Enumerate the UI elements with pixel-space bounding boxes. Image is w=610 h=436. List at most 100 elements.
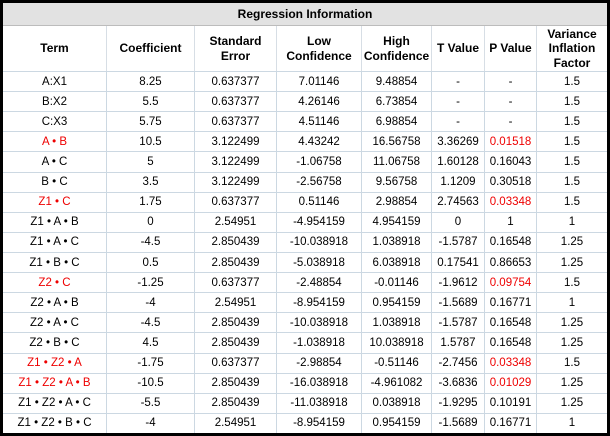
high-confidence-cell: 6.73854 [362,92,432,112]
table-header-row: Term Coefficient Standard Error Low Conf… [3,26,607,72]
p-value-cell: 0.16771 [485,413,537,433]
low-confidence-cell: -10.038918 [277,232,362,252]
vif-cell: 1.5 [564,196,580,209]
vif-cell: 1.5 [564,115,580,128]
t-value-cell: -1.5689 [432,293,485,313]
high-confidence-cell: 0.038918 [362,393,432,413]
t-value-cell: -1.5787 [432,232,485,252]
p-value-cell: - [485,72,537,92]
t-value-cell: -3.6836 [432,373,485,393]
table-row: Z2 • A • C -4.5 2.850439 -10.038918 1.038918… [3,313,607,334]
t-value-cell: 1.5787 [432,333,485,353]
coefficient-cell: 8.25 [107,72,195,92]
p-value-cell: 0.16548 [485,313,537,333]
vif-cell: 1.25 [560,316,584,329]
t-value-cell: -1.9612 [432,273,485,293]
table-row: Z1 • Z2 • A • C -5.5 2.850439 -11.038918 0.0… [3,393,607,414]
coefficient-cell: -4.5 [107,232,195,252]
coefficient-cell: -10.5 [107,373,195,393]
low-confidence-cell: -1.038918 [277,333,362,353]
coefficient-cell: 5 [107,152,195,172]
t-value-cell: -1.5787 [432,313,485,333]
high-confidence-cell: -0.01146 [362,273,432,293]
table-row: C:X3 5.75 0.637377 4.51146 6.98854- -1.5 [3,112,607,133]
high-confidence-cell: 6.98854 [362,112,432,132]
std-error-cell: 3.122499 [195,152,277,172]
low-confidence-cell: 4.43242 [277,132,362,152]
p-value-cell: 0.86653 [485,252,537,273]
term-cell: Z2 • A • B [3,293,107,313]
vif-cell: 1.25 [560,397,584,410]
column-header-coefficient: Coefficient [107,26,195,71]
std-error-cell: 2.850439 [195,252,277,273]
std-error-cell: 2.54951 [195,413,277,433]
coefficient-cell: 10.5 [107,132,195,152]
term-cell: Z2 • A • C [3,313,107,333]
coefficient-cell: 3.5 [107,172,195,192]
vif-cell: 1.5 [564,276,580,289]
term-cell: B • C [3,172,107,192]
low-confidence-cell: -1.06758 [277,152,362,172]
column-header-p-value: P Value [485,26,537,71]
vif-cell: 1.5 [564,357,580,370]
high-confidence-cell: 16.56758 [362,132,432,152]
low-confidence-cell: -4.954159 [277,212,362,232]
p-value-cell: 0.30518 [485,172,537,192]
table-row: A • B 10.5 3.122499 4.43242 16.56758 3.36269 0… [3,132,607,153]
low-confidence-cell: -2.56758 [277,172,362,192]
high-confidence-cell: 1.038918 [362,313,432,333]
table-row: Z2 • B • C 4.5 2.850439 -1.038918 10.038918 1… [3,333,607,354]
low-confidence-cell: -10.038918 [277,313,362,333]
term-cell: Z1 • Z2 • A [3,353,107,373]
term-cell: Z1 • A • B [3,212,107,232]
term-cell: Z1 • A • C [3,232,107,252]
p-value-cell: 0.16771 [485,293,537,313]
coefficient-cell: 5.5 [107,92,195,112]
term-cell: Z2 • C [3,273,107,293]
high-confidence-cell: 4.954159 [362,212,432,232]
vif-cell: 1.5 [564,95,580,108]
high-confidence-cell: 11.06758 [362,152,432,172]
t-value-cell: - [432,112,485,132]
term-cell: A • C [3,152,107,172]
column-header-term: Term [3,26,107,71]
low-confidence-cell: -5.038918 [277,252,362,273]
t-value-cell: -2.7456 [432,353,485,373]
p-value-cell: 0.03348 [485,192,537,212]
term-cell: Z2 • B • C [3,333,107,353]
high-confidence-cell: 9.48854 [362,72,432,92]
coefficient-cell: 0 [107,212,195,232]
std-error-cell: 2.850439 [195,393,277,413]
coefficient-cell: -4 [107,293,195,313]
low-confidence-cell: -16.038918 [277,373,362,393]
t-value-cell: 0.17541 [432,252,485,273]
high-confidence-cell: 10.038918 [362,333,432,353]
vif-cell: 1.5 [564,176,580,189]
column-header-vif: Variance Inflation Factor [547,27,597,70]
p-value-cell: 1 [485,212,537,232]
low-confidence-cell: -11.038918 [277,393,362,413]
high-confidence-cell: 6.038918 [362,252,432,273]
std-error-cell: 2.850439 [195,333,277,353]
column-header-low-confidence: Low Confidence [277,26,362,71]
high-confidence-cell: 0.954159 [362,413,432,433]
t-value-cell: 1.1209 [432,172,485,192]
std-error-cell: 0.637377 [195,72,277,92]
vif-cell: 1 [568,417,576,430]
low-confidence-cell: 4.26146 [277,92,362,112]
table-row: Z1 • C 1.75 0.637377 0.51146 2.98854 2.74563 0… [3,192,607,213]
std-error-cell: 3.122499 [195,132,277,152]
coefficient-cell: -1.75 [107,353,195,373]
term-cell: A • B [3,132,107,152]
high-confidence-cell: -0.51146 [362,353,432,373]
p-value-cell: 0.09754 [485,273,537,293]
coefficient-cell: 0.5 [107,252,195,273]
std-error-cell: 2.850439 [195,313,277,333]
vif-cell: 1.25 [560,256,584,269]
vif-cell: 1 [568,216,576,229]
std-error-cell: 2.54951 [195,293,277,313]
table-row: A • C 5 3.122499 -1.06758 11.06758 1.60128 0.1… [3,152,607,173]
coefficient-cell: 1.75 [107,192,195,212]
t-value-cell: 0 [432,212,485,232]
t-value-cell: 1.60128 [432,152,485,172]
